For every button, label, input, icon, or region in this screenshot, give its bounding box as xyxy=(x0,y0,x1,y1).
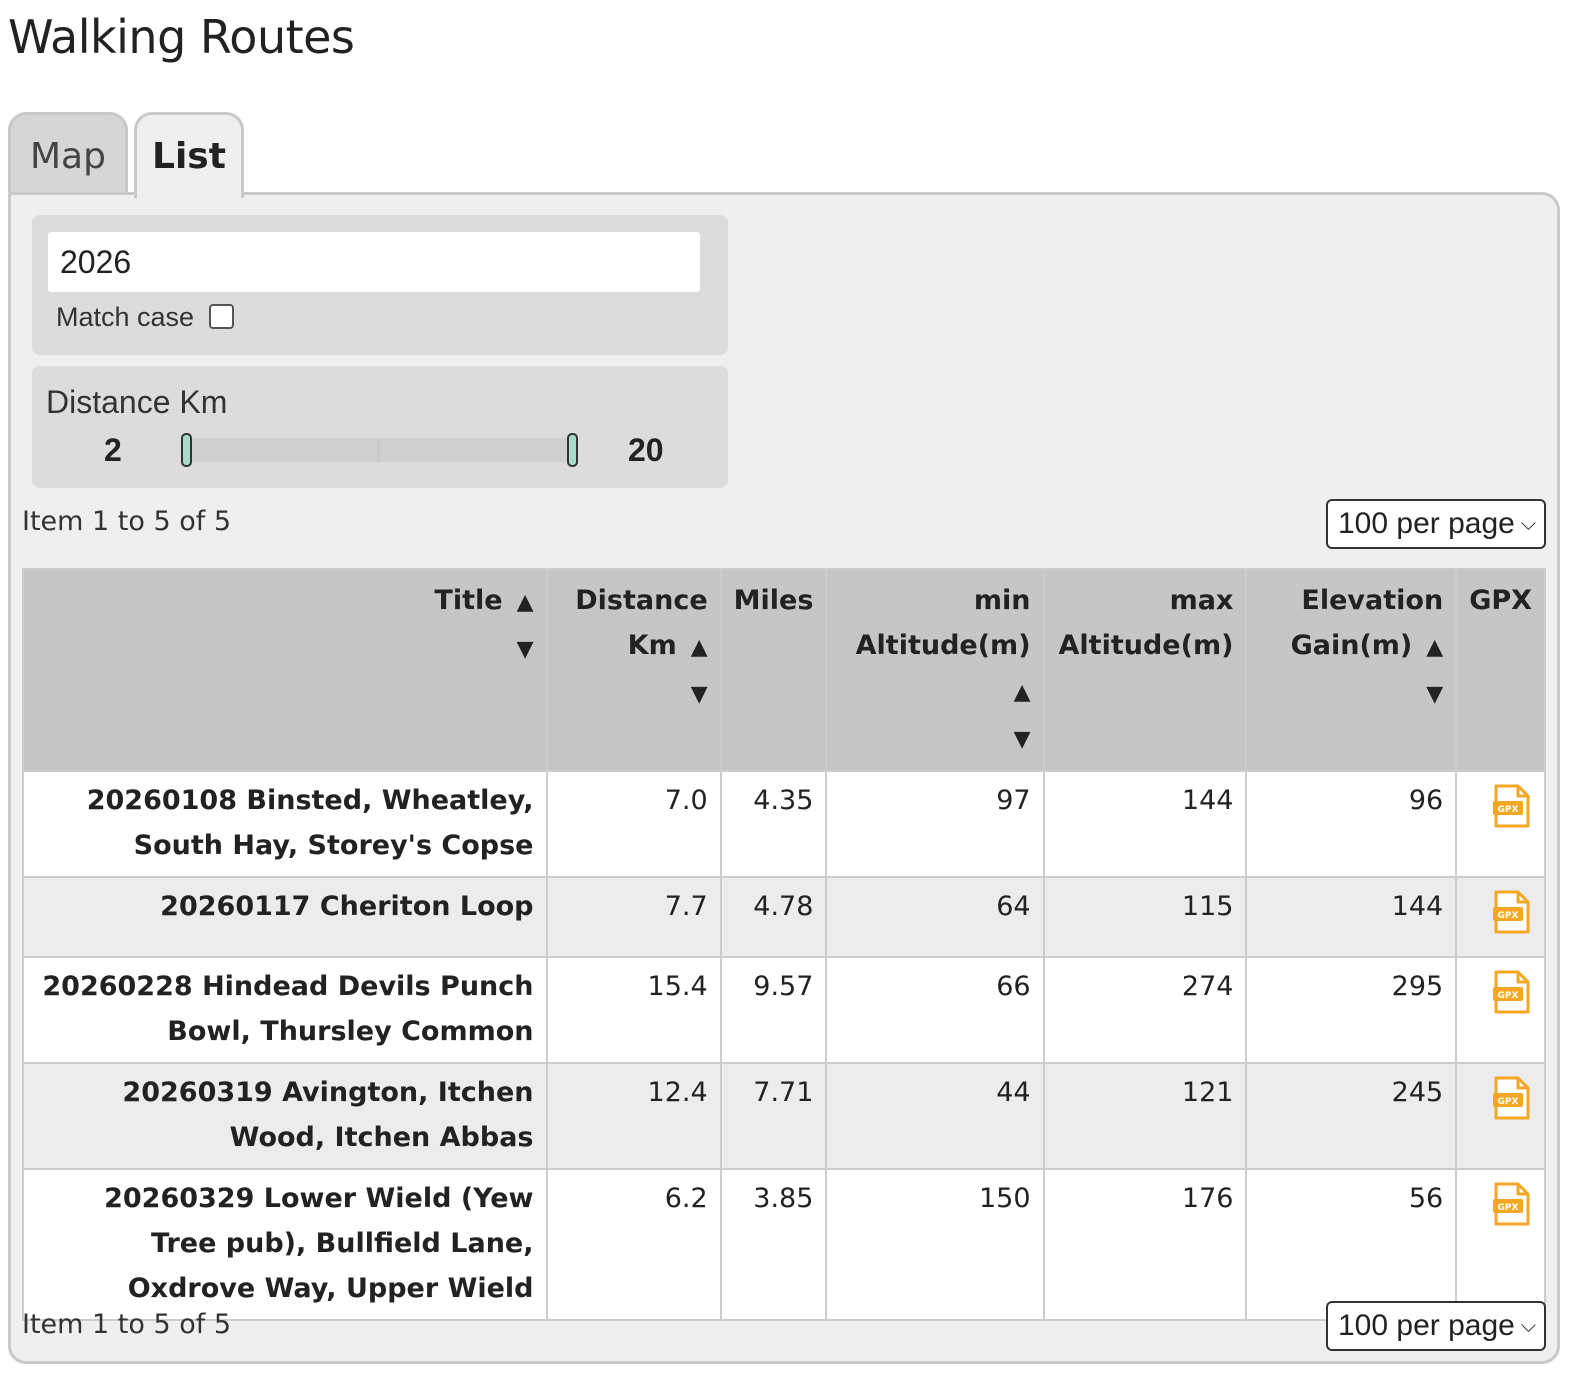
min-altitude-cell: 66 xyxy=(825,956,1045,1064)
distance-range-min: 2 xyxy=(104,432,122,468)
route-title-cell[interactable]: 20260228 Hindead Devils Punch Bowl, Thur… xyxy=(22,956,548,1064)
gpx-cell: GPX xyxy=(1455,770,1546,878)
sort-ascending-icon[interactable] xyxy=(503,578,534,625)
table-row: 20260117 Cheriton Loop 7.7 4.78 64 115 144 GPX xyxy=(22,876,1546,958)
distance-filter-box xyxy=(32,366,728,488)
miles-cell: 4.35 xyxy=(719,770,828,878)
min-altitude-cell: 44 xyxy=(825,1062,1045,1170)
column-header-elevation-gain[interactable]: Elevation Gain(m) xyxy=(1245,568,1458,772)
distance-filter-label: Distance Km xyxy=(46,384,228,420)
sort-descending-icon[interactable] xyxy=(1426,670,1443,717)
column-header-min-altitude[interactable]: min Altitude(m) xyxy=(825,568,1045,772)
distance-km-cell: 6.2 xyxy=(545,1168,722,1321)
elevation-gain-cell: 295 xyxy=(1245,956,1458,1064)
column-header-max-altitude: max Altitude(m) xyxy=(1042,568,1248,772)
distance-km-cell: 12.4 xyxy=(545,1062,722,1170)
route-title-cell[interactable]: 20260319 Avington, Itchen Wood, Itchen A… xyxy=(22,1062,548,1170)
max-altitude-cell: 176 xyxy=(1042,1168,1248,1321)
gpx-download-icon[interactable]: GPX xyxy=(1492,890,1532,934)
sort-ascending-icon[interactable] xyxy=(1412,623,1443,670)
miles-cell: 9.57 xyxy=(719,956,828,1064)
route-title-cell[interactable]: 20260329 Lower Wield (Yew Tree pub), Bul… xyxy=(22,1168,548,1321)
chevron-down-icon: ⌵ xyxy=(1520,513,1536,535)
sort-ascending-icon[interactable] xyxy=(677,623,708,670)
svg-text:GPX: GPX xyxy=(1498,911,1519,921)
sort-ascending-icon[interactable] xyxy=(1000,668,1031,715)
tab-list[interactable]: List xyxy=(134,112,244,198)
svg-text:GPX: GPX xyxy=(1498,991,1519,1001)
distance-slider-min-handle[interactable] xyxy=(181,433,192,467)
miles-cell: 4.78 xyxy=(719,876,828,958)
item-count-top: Item 1 to 5 of 5 xyxy=(22,506,232,537)
miles-cell: 3.85 xyxy=(719,1168,828,1321)
max-altitude-cell: 121 xyxy=(1042,1062,1248,1170)
sort-descending-icon[interactable] xyxy=(691,670,708,717)
page-title: Walking Routes xyxy=(8,10,355,64)
min-altitude-cell: 97 xyxy=(825,770,1045,878)
gpx-download-icon[interactable]: GPX xyxy=(1492,1076,1532,1120)
elevation-gain-cell: 144 xyxy=(1245,876,1458,958)
distance-range-max: 20 xyxy=(628,432,664,468)
max-altitude-cell: 115 xyxy=(1042,876,1248,958)
item-count-bottom: Item 1 to 5 of 5 xyxy=(22,1309,232,1340)
gpx-cell: GPX xyxy=(1455,1168,1546,1321)
svg-text:GPX: GPX xyxy=(1498,1203,1519,1213)
route-title-cell[interactable]: 20260108 Binsted, Wheatley, South Hay, S… xyxy=(22,770,548,878)
table-row: 20260108 Binsted, Wheatley, South Hay, S… xyxy=(22,770,1546,878)
distance-slider-track[interactable] xyxy=(186,438,574,462)
distance-km-cell: 7.0 xyxy=(545,770,722,878)
miles-cell: 7.71 xyxy=(719,1062,828,1170)
match-case-checkbox[interactable] xyxy=(209,304,234,329)
gpx-cell: GPX xyxy=(1455,956,1546,1064)
per-page-select-bottom[interactable]: 100 per page ⌵ xyxy=(1326,1301,1546,1351)
gpx-download-icon[interactable]: GPX xyxy=(1492,784,1532,828)
table-row: 20260228 Hindead Devils Punch Bowl, Thur… xyxy=(22,956,1546,1064)
gpx-cell: GPX xyxy=(1455,1062,1546,1170)
chevron-down-icon: ⌵ xyxy=(1520,1315,1536,1337)
table-row: 20260319 Avington, Itchen Wood, Itchen A… xyxy=(22,1062,1546,1170)
gpx-download-icon[interactable]: GPX xyxy=(1492,1182,1532,1226)
per-page-value: 100 per page xyxy=(1338,1309,1515,1342)
max-altitude-cell: 274 xyxy=(1042,956,1248,1064)
elevation-gain-cell: 245 xyxy=(1245,1062,1458,1170)
svg-text:GPX: GPX xyxy=(1498,1097,1519,1107)
column-header-distance[interactable]: Distance Km xyxy=(545,568,722,772)
table-header-row: Title Distance Km Miles min Altitude(m) … xyxy=(22,568,1546,772)
sort-descending-icon[interactable] xyxy=(1014,715,1031,762)
gpx-cell: GPX xyxy=(1455,876,1546,958)
distance-km-cell: 7.7 xyxy=(545,876,722,958)
elevation-gain-cell: 56 xyxy=(1245,1168,1458,1321)
distance-slider-max-handle[interactable] xyxy=(567,433,578,467)
search-input[interactable] xyxy=(48,232,700,292)
column-header-title[interactable]: Title xyxy=(22,568,548,772)
min-altitude-cell: 64 xyxy=(825,876,1045,958)
match-case-label: Match case xyxy=(56,302,195,332)
svg-text:GPX: GPX xyxy=(1498,805,1519,815)
column-header-miles: Miles xyxy=(719,568,828,772)
gpx-download-icon[interactable]: GPX xyxy=(1492,970,1532,1014)
elevation-gain-cell: 96 xyxy=(1245,770,1458,878)
routes-table: Title Distance Km Miles min Altitude(m) … xyxy=(22,568,1546,1321)
routes-table-body: 20260108 Binsted, Wheatley, South Hay, S… xyxy=(22,770,1546,1321)
column-header-gpx: GPX xyxy=(1455,568,1546,772)
sort-descending-icon[interactable] xyxy=(517,625,534,672)
per-page-select-top[interactable]: 100 per page ⌵ xyxy=(1326,499,1546,549)
min-altitude-cell: 150 xyxy=(825,1168,1045,1321)
max-altitude-cell: 144 xyxy=(1042,770,1248,878)
tab-map[interactable]: Map xyxy=(8,112,128,196)
route-title-cell[interactable]: 20260117 Cheriton Loop xyxy=(22,876,548,958)
table-row: 20260329 Lower Wield (Yew Tree pub), Bul… xyxy=(22,1168,1546,1321)
per-page-value: 100 per page xyxy=(1338,507,1515,540)
distance-km-cell: 15.4 xyxy=(545,956,722,1064)
